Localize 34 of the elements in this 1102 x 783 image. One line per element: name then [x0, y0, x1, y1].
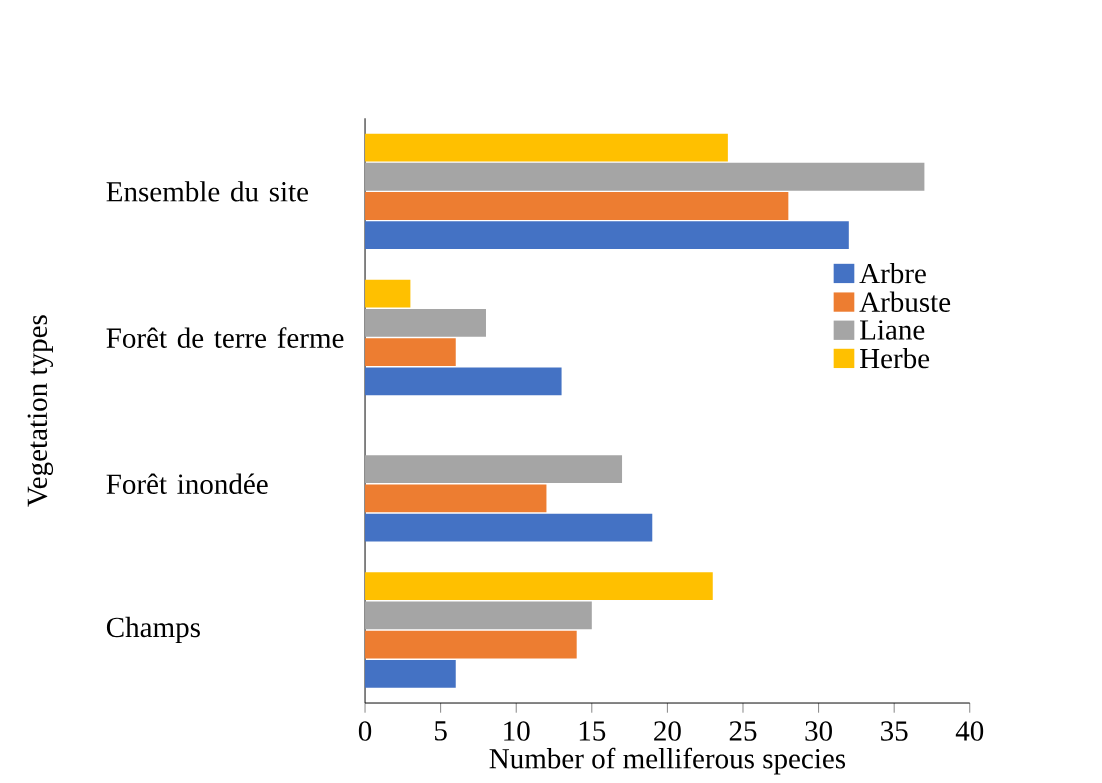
bar — [365, 601, 592, 630]
bar — [365, 133, 728, 162]
x-tick-label: 5 — [435, 721, 447, 741]
y-tick-label: Ensemble du site — [106, 181, 309, 202]
bar — [365, 280, 411, 308]
x-tick-label: 10 — [504, 721, 530, 742]
y-tick-label: Forêt de terre ferme — [106, 327, 344, 349]
x-tick-label: 35 — [881, 721, 908, 742]
y-tick-label: Champs — [106, 617, 200, 644]
bar — [365, 367, 562, 396]
legend-label: Arbre — [859, 263, 926, 284]
bar — [365, 484, 547, 513]
y-tick-label: Forêt inondée — [106, 473, 268, 495]
x-tick-label: 15 — [579, 721, 606, 741]
x-tick-label: 20 — [654, 721, 681, 742]
bar — [365, 221, 849, 250]
x-tick-label: 0 — [358, 721, 372, 742]
x-tick-label: 40 — [955, 721, 984, 742]
bar — [365, 513, 653, 542]
legend-label: Herbe — [860, 348, 930, 369]
bar — [365, 630, 577, 659]
bar — [365, 338, 456, 367]
legend-label: Arbuste — [859, 291, 951, 313]
x-tick-label: 25 — [729, 721, 757, 742]
x-tick-label: 30 — [805, 721, 832, 742]
x-axis-title: Number of melliferous species — [489, 748, 846, 775]
bar — [365, 192, 789, 221]
bar — [365, 163, 925, 191]
bar — [365, 572, 713, 601]
bar — [365, 309, 486, 338]
bar — [365, 660, 456, 688]
bar — [365, 455, 623, 484]
legend-label: Liane — [860, 320, 925, 340]
y-axis-title: Vegetation types — [27, 315, 54, 507]
